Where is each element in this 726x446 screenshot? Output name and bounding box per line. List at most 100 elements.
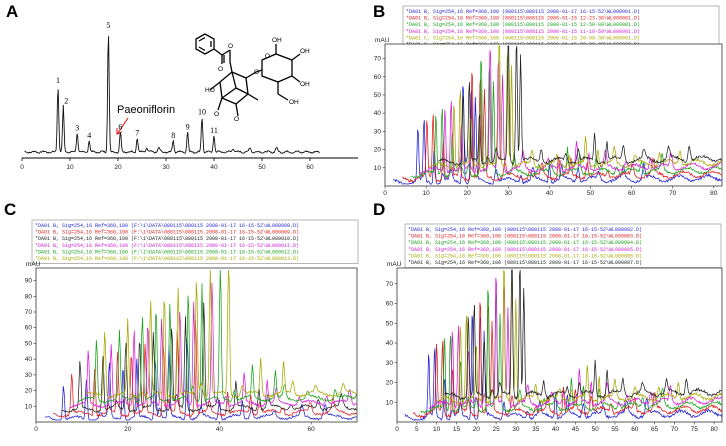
y-axis-label: mAU	[375, 37, 390, 44]
x-tick-label: 0	[383, 190, 387, 197]
structure-atom-labels: O O HO O O O OH OH OH OH O	[205, 37, 310, 123]
series-trace	[428, 277, 723, 410]
peak-label: 4	[87, 131, 91, 140]
legend-entry: *DA01 B, Sig=254,16 Ref=360,100 (080115\…	[408, 253, 642, 259]
y-tick-label: 10	[374, 165, 382, 172]
x-tick-label: 35	[532, 426, 540, 433]
annotation-arrow	[117, 117, 129, 134]
legend-entry: *DA01 B, Sig=254,16 Ref=360,100 (F:\1\DA…	[35, 243, 299, 249]
series-trace	[393, 86, 722, 185]
x-tick-label: 40	[552, 426, 560, 433]
x-tick-label: 70	[671, 426, 679, 433]
y-tick-label: 50	[25, 340, 33, 347]
paeoniflorin-structure	[195, 33, 301, 117]
panel-a-chromatogram: O O HO O O O OH OH OH OH O Paeoniflorin 1 2 34 5…	[20, 21, 358, 171]
x-tick-label: 30	[512, 426, 520, 433]
legend-entry: *DA01 C, Sig=254,16 Ref=360,100 (080115\…	[406, 35, 640, 41]
svg-text:OH: OH	[289, 99, 299, 106]
y-tick-label: 40	[25, 356, 33, 363]
panel-b-label: B	[373, 2, 386, 21]
panel-d: D *DA01 B, Sig=254,16 Ref=360,100 (08011…	[365, 200, 726, 441]
x-tick-label: 40	[216, 426, 224, 433]
peak-label: 5	[106, 21, 110, 30]
svg-text:O: O	[218, 66, 223, 73]
x-tick-label: 65	[651, 426, 659, 433]
y-tick-label: 30	[25, 372, 33, 379]
svg-text:OH: OH	[272, 37, 282, 44]
x-tick-label: 50	[258, 164, 266, 171]
y-tick-label: 20	[25, 388, 33, 395]
series-trace	[44, 338, 357, 421]
x-tick-label: 10	[66, 164, 74, 171]
x-tick-label: 0	[395, 426, 399, 433]
svg-text:OH: OH	[300, 81, 310, 88]
panel-c: C *DA01 B, Sig=254,16 Ref=360,100 (F:\1\…	[0, 200, 365, 441]
legend-entry: *DA01 B, Sig=254,16 Ref=360,100 (F:\1\DA…	[35, 236, 299, 242]
peak-label: 3	[75, 123, 79, 132]
x-tick-label: 10	[433, 426, 441, 433]
x-tick-label: 15	[453, 426, 461, 433]
y-tick-label: 90	[25, 278, 33, 285]
y-tick-label: 50	[374, 92, 382, 99]
svg-text:HO: HO	[205, 87, 215, 94]
x-tick-label: 60	[308, 426, 316, 433]
x-tick-label: 25	[492, 426, 500, 433]
x-tick-label: 20	[124, 426, 132, 433]
peak-label: 9	[186, 122, 190, 131]
y-axis-label: mAU	[387, 261, 402, 268]
x-tick-label: 60	[306, 164, 314, 171]
panel-d-overlay: *DA01 B, Sig=254,16 Ref=360,100 (080115\…	[386, 223, 723, 433]
svg-text:O: O	[228, 43, 233, 50]
series-trace	[438, 45, 723, 167]
legend-entry: *DA01 B, Sig=254,16 Ref=360,100 (F:\1\DA…	[35, 256, 299, 262]
y-tick-label: 60	[386, 301, 394, 308]
series-trace	[411, 60, 722, 179]
y-tick-label: 70	[374, 56, 382, 63]
series-trace	[61, 302, 357, 414]
peak-label: 6	[118, 122, 122, 131]
legend-entry: *DA01 B, Sig=254,16 Ref=360,100 (080115\…	[408, 260, 642, 266]
x-tick-label: 75	[691, 426, 699, 433]
x-tick-label: 40	[210, 164, 218, 171]
panel-c-overlay: *DA01 B, Sig=254,16 Ref=360,100 (F:\1\DA…	[25, 219, 359, 433]
x-tick-label: 80	[710, 190, 718, 197]
series-trace	[436, 269, 722, 406]
x-tick-label: 0	[20, 164, 24, 171]
x-tick-label: 20	[464, 190, 472, 197]
svg-text:OH: OH	[300, 48, 310, 55]
y-tick-label: 60	[374, 74, 382, 81]
svg-text:O: O	[234, 116, 239, 123]
legend-box	[31, 219, 359, 264]
legend-entry: *DA01 B, Sig=254,16 Ref=360,100 (080115\…	[406, 22, 640, 28]
x-tick-label: 30	[505, 190, 513, 197]
series-trace	[402, 73, 722, 183]
y-tick-label: 30	[374, 128, 382, 135]
svg-text:O: O	[254, 69, 259, 76]
series-trace	[419, 49, 722, 175]
y-tick-label: 50	[386, 320, 394, 327]
x-tick-label: 40	[546, 190, 554, 197]
x-tick-label: 60	[628, 190, 636, 197]
series-trace	[420, 290, 723, 414]
peak-label: 7	[135, 128, 139, 137]
y-tick-label: 20	[386, 380, 394, 387]
panel-c-label: C	[4, 200, 17, 219]
panel-a: A	[0, 0, 365, 200]
x-tick-label: 5	[415, 426, 419, 433]
legend-entry: *DA01 B, Sig=254,16 Ref=360,100 (080115\…	[408, 234, 642, 240]
series-trace	[86, 269, 357, 399]
paeoniflorin-annotation: Paeoniflorin	[117, 104, 175, 116]
series-trace	[69, 282, 357, 409]
y-tick-label: 80	[25, 293, 33, 300]
legend-entry: *DA01 B, Sig=254,16 Ref=360,100 (F:\1\DA…	[35, 230, 299, 236]
peak-label: 1	[56, 76, 60, 85]
legend-box	[404, 223, 722, 268]
x-tick-label: 30	[162, 164, 170, 171]
y-tick-label: 30	[386, 360, 394, 367]
panel-b: B *DA01 B, Sig=254,16 Ref=360,100 (08011…	[365, 0, 726, 200]
legend-entry: *DA01 B, Sig=254,16 Ref=360,100 (080115\…	[406, 16, 640, 22]
y-tick-label: 10	[25, 403, 33, 410]
x-tick-label: 45	[572, 426, 580, 433]
legend-entry: *DA01 B, Sig=254,16 Ref=360,100 (080115\…	[408, 247, 642, 253]
x-tick-label: 60	[631, 426, 639, 433]
